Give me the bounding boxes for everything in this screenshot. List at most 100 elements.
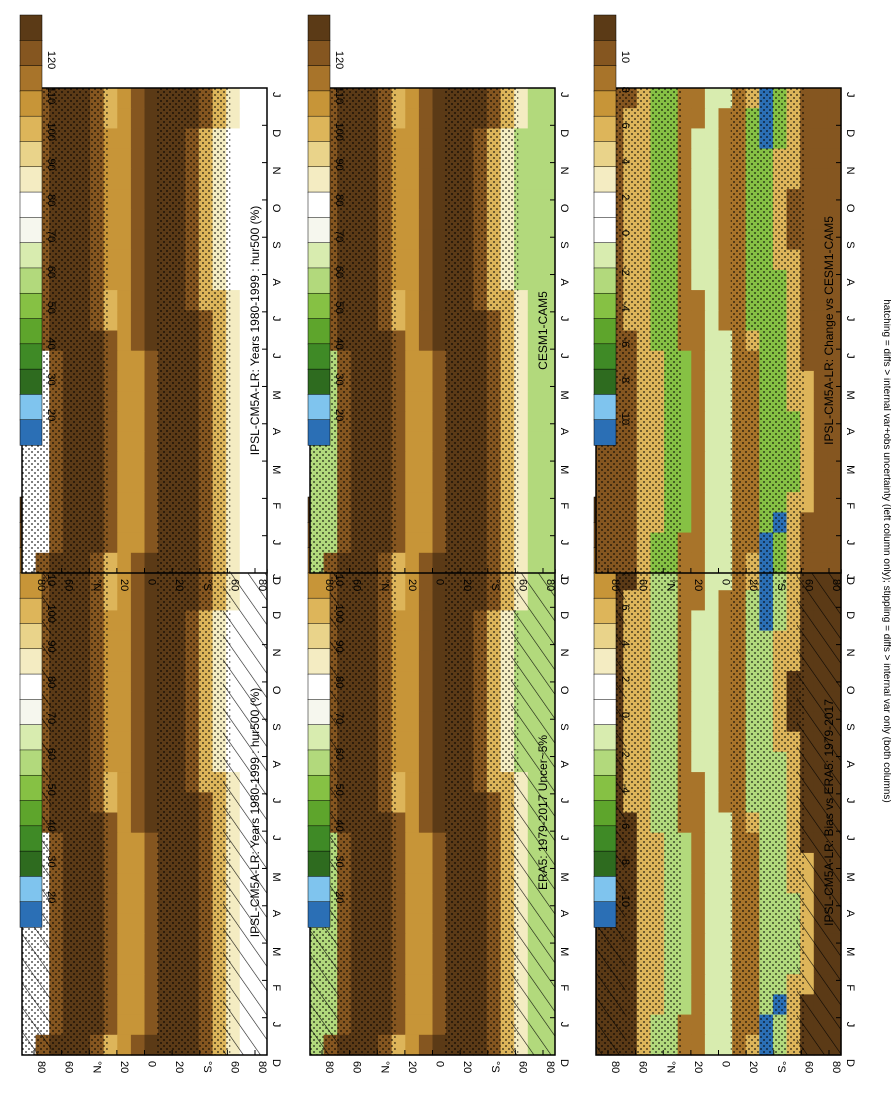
heatmap-cell [718,590,733,612]
heatmap-cell [704,711,720,733]
month-tick-label: M [844,872,856,881]
month-tick-label: N [558,649,570,657]
stippling-overlay [156,88,231,573]
colorbar: 10 8 6 4 2 0 -2 -4 -6 -8 -10 [593,14,631,446]
lat-tick-label: 60 [637,1061,649,1073]
heatmap-cell [405,994,420,1016]
heatmap-cell [144,168,159,190]
stippling-overlay [444,570,519,1055]
heatmap-cell [117,893,132,915]
month-tick-label: F [558,502,570,509]
heatmap-cell [827,249,842,271]
month-tick-label: J [558,574,570,580]
heatmap-cell [432,691,447,713]
heatmap-cell [130,630,146,652]
month-tick-label: S [844,241,856,248]
heatmap-cell [405,570,420,591]
colorbar-swatch [307,597,331,625]
heatmap-cell [718,128,733,150]
heatmap-cell [130,1034,146,1056]
heatmap-cell [704,391,720,412]
heatmap-cell [117,1014,132,1036]
colorbar: 120 110 100 90 80 70 60 50 40 30 20 [307,14,345,446]
lat-tick-label: °S [775,579,787,591]
heatmap-cell [704,310,720,332]
month-tick-label: J [558,835,570,841]
colorbar-swatch [19,318,43,345]
heatmap-cell [144,411,159,433]
heatmap-cell [704,532,720,554]
heatmap-cell [691,953,706,975]
heatmap-cell [691,873,706,894]
heatmap-cell [432,873,447,894]
heatmap-cell [144,249,159,271]
month-tick-label: O [270,686,282,695]
heatmap-cell [827,512,842,534]
lat-tick-label: °N [90,579,102,591]
heatmap-cell [432,411,447,433]
heatmap-cell [117,974,132,995]
colorbar-swatch [307,242,331,269]
month-tick-label: A [844,761,856,769]
heatmap-cell [691,913,706,935]
lat-tick-label: 0 [146,1061,158,1067]
heatmap-cell [691,88,706,109]
month-tick-label: O [558,204,570,213]
colorbar-label: 30 [45,373,57,385]
colorbar-swatch [593,166,617,193]
heatmap-cell [827,269,842,291]
heatmap-cell [527,370,542,392]
heatmap-cell [718,290,733,311]
heatmap-cell [704,691,720,713]
heatmap-cell [691,812,706,834]
heatmap-cell [253,552,268,574]
lat-tick-label: 60 [63,1061,75,1073]
month-tick-label: J [270,316,282,322]
heatmap-cell [432,590,447,612]
heatmap-cell [144,671,159,692]
heatmap-cell [432,671,447,692]
panel-title: ERA5: 1979-2017 Uncer~5% [536,735,550,890]
heatmap-cell [541,108,556,130]
colorbar-swatch [593,90,617,117]
colorbar-label: 100 [333,123,345,141]
hatching-overlay [796,570,841,1055]
heatmap-cell [117,852,132,874]
heatmap-cell [432,974,447,995]
heatmap-cell [253,249,268,271]
colorbar-swatch [19,343,43,370]
heatmap-cell [130,451,146,473]
colorbar-label: 40 [45,338,57,350]
heatmap-cell [130,249,146,271]
lat-tick-label: 20 [406,579,418,591]
heatmap-cell [432,189,447,210]
heatmap-cell [691,148,706,170]
heatmap-cell [813,209,828,231]
heatmap-cell [813,290,828,311]
heatmap-cell [432,610,447,632]
heatmap-cell [117,249,132,271]
lat-tick-label: 20 [173,579,185,591]
heatmap-cell [691,229,706,251]
lat-tick-label: 60 [516,579,528,591]
heatmap-cell [239,229,254,251]
month-tick-label: D [558,611,570,619]
heatmap-cell [691,492,706,513]
colorbar-swatch [19,292,43,320]
heatmap-cell [704,492,720,513]
colorbar-swatch [593,623,617,650]
heatmap-cell [718,994,733,1016]
heatmap-cell [827,330,842,352]
heatmap-cell [117,128,132,150]
lat-tick-label: 60 [637,579,649,591]
heatmap-cell [827,350,842,372]
colorbar-swatch [307,115,331,143]
colorbar-swatch [19,800,43,827]
heatmap-cell [144,88,159,109]
panel-title: CESM1-CAM5 [536,291,550,370]
heatmap-cell [144,310,159,332]
heatmap-cell [130,913,146,935]
heatmap-cell [144,492,159,513]
heatmap-cell [704,590,720,612]
month-tick-label: J [270,353,282,359]
